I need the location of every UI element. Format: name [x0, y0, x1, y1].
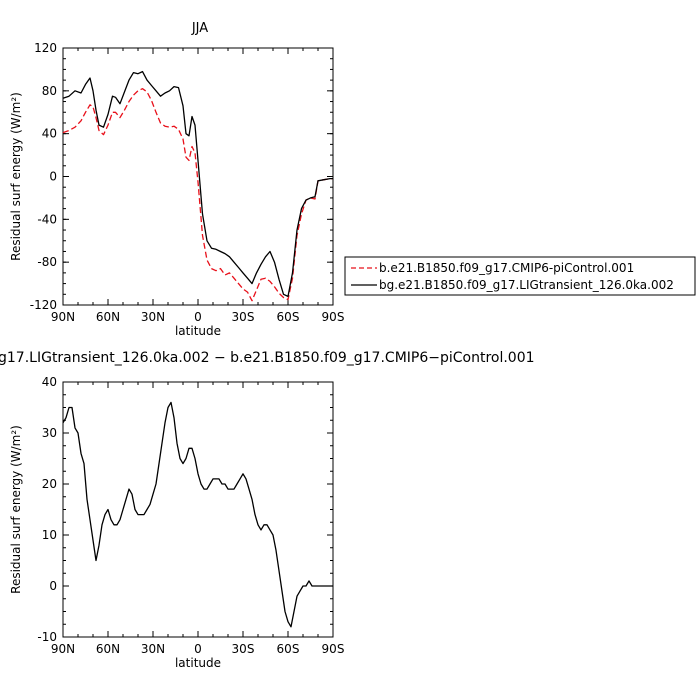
- x-tick-label: 90S: [322, 642, 345, 656]
- y-tick-label: 10: [42, 528, 57, 542]
- legend: b.e21.B1850.f09_g17.CMIP6-piControl.001b…: [344, 256, 696, 296]
- y-tick-label: 40: [42, 375, 57, 389]
- plot-frame: [62, 381, 334, 638]
- y-tick-label: -10: [37, 630, 57, 644]
- y-tick-label: 120: [34, 41, 57, 55]
- x-tick-label: 90N: [51, 310, 75, 324]
- x-tick-label: 60S: [277, 642, 300, 656]
- series-line-0: [62, 401, 333, 628]
- x-tick-label: 90S: [322, 310, 345, 324]
- x-tick-label: 60N: [96, 642, 120, 656]
- series-line-1: [62, 70, 333, 298]
- x-tick-label: 90N: [51, 642, 75, 656]
- bottom-chart: bg.e21.B1850.f09_g17.LIGtransient_126.0k…: [0, 350, 535, 670]
- y-tick-label: -40: [37, 212, 57, 226]
- y-tick-label: 40: [42, 127, 57, 141]
- y-tick-label: -80: [37, 255, 57, 269]
- y-tick-label: 20: [42, 477, 57, 491]
- x-tick-label: 0: [194, 310, 202, 324]
- x-tick-label: 60N: [96, 310, 120, 324]
- y-axis-label: Residual surf energy (W/m²): [9, 425, 23, 594]
- chart-title: JJA: [191, 21, 208, 36]
- x-axis-label: latitude: [175, 656, 221, 670]
- y-tick-label: 30: [42, 426, 57, 440]
- top-chart: JJA 90N 60N 30N 0 30S 60S 90S -120 -80 -40 0 40 80 120…: [9, 21, 344, 338]
- y-tick-label: -120: [30, 298, 57, 312]
- x-tick-label: 0: [194, 642, 202, 656]
- x-tick-label: 30S: [232, 310, 255, 324]
- legend-box: [344, 256, 696, 296]
- x-tick-label: 30S: [232, 642, 255, 656]
- y-tick-label: 0: [49, 579, 57, 593]
- x-tick-label: 30N: [141, 642, 165, 656]
- y-tick-label: 80: [42, 84, 57, 98]
- legend-label-1: bg.e21.B1850.f09_g17.LIGtransient_126.0k…: [379, 278, 674, 292]
- chart-title: bg.e21.B1850.f09_g17.LIGtransient_126.0k…: [0, 350, 535, 366]
- x-tick-label: 60S: [277, 310, 300, 324]
- x-tick-label: 30N: [141, 310, 165, 324]
- y-axis-label: Residual surf energy (W/m²): [9, 92, 23, 261]
- x-axis-label: latitude: [175, 324, 221, 338]
- legend-label-0: b.e21.B1850.f09_g17.CMIP6-piControl.001: [379, 261, 634, 275]
- y-tick-label: 0: [49, 170, 57, 184]
